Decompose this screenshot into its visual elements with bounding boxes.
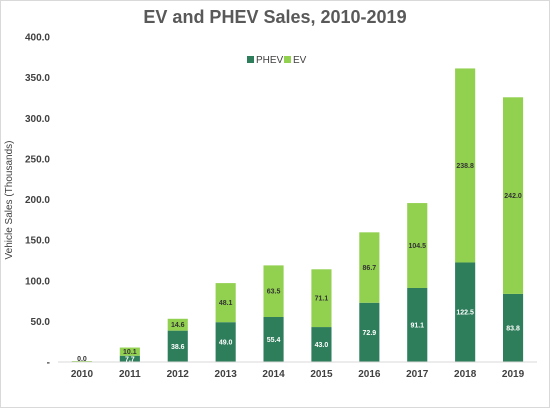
y-tick-label: -: [47, 358, 50, 369]
legend-swatch-ev: [284, 56, 291, 63]
x-tick-label: 2011: [119, 369, 141, 380]
data-label-ev: 104.5: [408, 243, 426, 250]
data-label-ev: 63.5: [267, 289, 281, 296]
bar-ev: [455, 68, 476, 263]
y-tick-label: 200.0: [25, 195, 50, 206]
x-tick-label: 2012: [167, 369, 190, 380]
bar-ev: [119, 347, 140, 356]
data-label-phev: 7.7: [125, 356, 135, 363]
bar-ev: [502, 97, 524, 294]
legend-label-phev: PHEV: [256, 55, 284, 66]
y-tick-label: 100.0: [25, 276, 50, 287]
bar-phev: [263, 316, 284, 362]
value-labels: 0.0 7.710.1 38.6 14.6 49.0 48.1 55.4 63.5 43.0 71…: [77, 163, 522, 363]
bar-ev: [407, 203, 428, 288]
x-tick-label: 2017: [406, 369, 429, 380]
bar-ev: [263, 265, 284, 317]
data-label-phev: 122.5: [456, 310, 474, 317]
y-axis-label: Vehicle Sales (Thousands): [4, 141, 15, 260]
data-label-ev: 0.0: [77, 356, 87, 363]
legend-swatch-phev: [247, 56, 254, 63]
data-label-ev: 10.1: [123, 349, 137, 356]
data-label-phev: 55.4: [267, 337, 281, 344]
bar-ev: [359, 232, 380, 303]
bar-ev: [311, 269, 332, 328]
data-label-ev: 242.0: [504, 193, 522, 200]
x-tick-label: 2015: [310, 369, 333, 380]
x-tick-label: 2019: [502, 369, 525, 380]
x-tick-label: 2016: [358, 369, 381, 380]
y-tick-label: 150.0: [25, 236, 50, 247]
data-label-phev: 38.6: [171, 344, 185, 351]
data-label-ev: 71.1: [315, 296, 329, 303]
x-tick-label: 2010: [71, 369, 94, 380]
data-label-phev: 91.1: [410, 322, 424, 329]
bar-phev: [215, 322, 236, 362]
x-axis-ticks: 2010 2011 2012 2013 2014 2015 2016 2017 2018 2019: [71, 369, 525, 380]
data-label-phev: 49.0: [219, 340, 233, 347]
data-label-phev: 43.0: [315, 342, 329, 349]
chart-title: EV and PHEV Sales, 2010-2019: [143, 7, 406, 27]
legend: PHEV EV: [247, 55, 307, 66]
bar-ev: [167, 318, 188, 331]
legend-label-ev: EV: [293, 55, 307, 66]
data-label-phev: 83.8: [506, 325, 520, 332]
y-tick-label: 300.0: [25, 114, 50, 125]
data-label-phev: 72.9: [363, 330, 377, 337]
y-tick-label: 400.0: [25, 33, 50, 44]
data-label-ev: 48.1: [219, 300, 233, 307]
x-tick-label: 2013: [215, 369, 238, 380]
bar-ev: [215, 283, 236, 323]
y-tick-label: 350.0: [25, 73, 50, 84]
bar-phev: [455, 262, 476, 362]
bar-phev: [311, 327, 332, 362]
x-tick-label: 2014: [262, 369, 285, 380]
data-label-ev: 14.6: [171, 322, 185, 329]
bar-phev: [119, 355, 140, 362]
x-tick-label: 2018: [454, 369, 477, 380]
bar-phev: [502, 293, 524, 362]
bar-phev: [407, 287, 428, 362]
y-tick-label: 250.0: [25, 154, 50, 165]
bars: [71, 68, 524, 362]
y-tick-label: 50.0: [31, 317, 51, 328]
bar-phev: [359, 302, 380, 362]
data-label-ev: 86.7: [363, 265, 377, 272]
bar-phev: [167, 330, 188, 362]
y-axis-ticks: - 50.0 100.0 150.0 200.0 250.0 300.0 350.0 400.0: [25, 33, 50, 369]
data-label-ev: 238.8: [456, 163, 474, 170]
